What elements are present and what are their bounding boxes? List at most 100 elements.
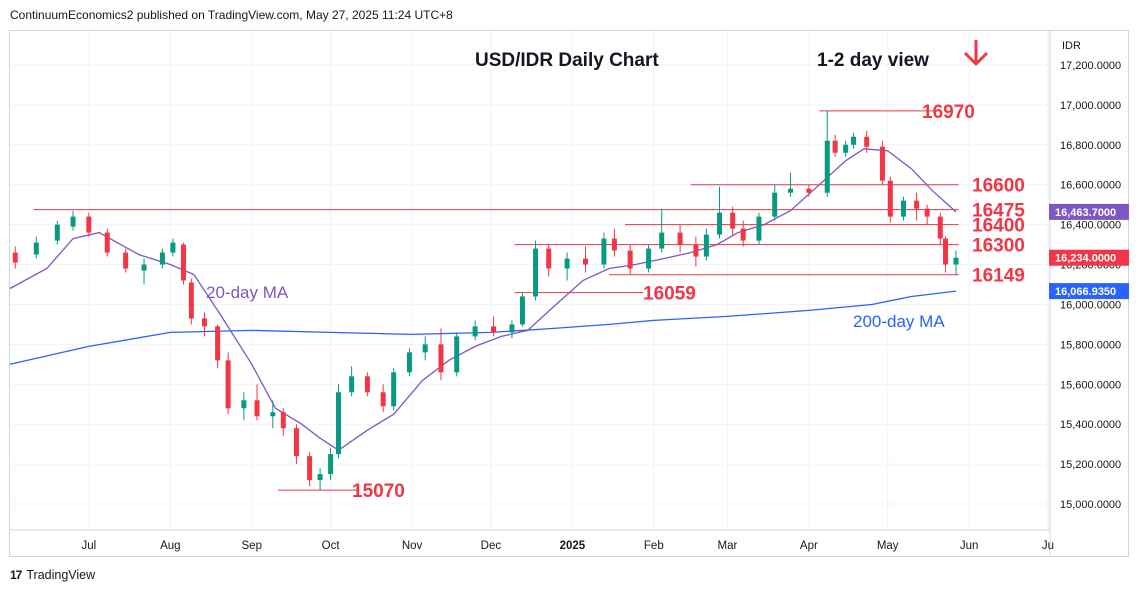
candle-body <box>307 456 313 481</box>
candle-body <box>924 208 930 217</box>
level-label-15070: 15070 <box>352 481 405 502</box>
level-label-16149: 16149 <box>972 266 1025 287</box>
candle-body <box>546 248 552 269</box>
candle-body <box>270 412 276 417</box>
y-tick-label: 15,800.0000 <box>1060 339 1121 351</box>
candle-body <box>472 326 478 337</box>
candle-body <box>491 326 497 333</box>
candle-body <box>787 188 793 193</box>
x-tick-label: Apr <box>800 540 818 552</box>
candle-body <box>509 324 515 333</box>
candle-body <box>943 238 949 265</box>
price-tag: 16,463.7000 <box>1049 203 1129 220</box>
candle-body <box>582 258 588 265</box>
x-tick-label: May <box>877 540 899 552</box>
candle-body <box>953 257 959 265</box>
y-tick-label: 16,000.0000 <box>1060 299 1121 311</box>
candle-body <box>627 250 633 269</box>
candle-body <box>241 400 247 409</box>
footer: 17 TradingView <box>10 568 95 582</box>
chart-title: USD/IDR Daily Chart <box>475 50 659 71</box>
candle-body <box>70 216 76 227</box>
price-tag-box <box>1049 203 1129 220</box>
candle-body <box>454 336 460 373</box>
x-tick-label: Jun <box>960 540 979 552</box>
level-label-16970: 16970 <box>922 102 975 123</box>
candle-body <box>254 400 260 417</box>
price-tag-label: 16,066.9350 <box>1055 286 1116 298</box>
y-tick-label: 17,200.0000 <box>1060 60 1121 72</box>
level-label-16600: 16600 <box>972 176 1025 197</box>
x-tick-label: 2025 <box>560 540 586 552</box>
ma200-line <box>9 290 957 365</box>
tradingview-logo-icon: 17 <box>10 568 22 582</box>
candle-body <box>406 352 412 373</box>
candle-body <box>900 200 906 217</box>
x-tick-label: Sep <box>242 540 262 552</box>
annotation-200-day-ma: 200-day MA <box>853 312 945 331</box>
candle-body <box>533 248 539 297</box>
candle-body <box>843 144 849 153</box>
candle-body <box>519 296 525 325</box>
y-tick-label: 17,000.0000 <box>1060 100 1121 112</box>
footer-brand: TradingView <box>26 568 96 582</box>
level-label-16300: 16300 <box>972 236 1025 257</box>
candle-body <box>225 360 231 409</box>
candle-body <box>851 136 857 145</box>
candle-body <box>717 212 723 235</box>
candle-body <box>33 242 39 255</box>
candle-body <box>188 282 194 319</box>
y-tick-label: 16,800.0000 <box>1060 140 1121 152</box>
level-label-16400: 16400 <box>972 216 1025 237</box>
y-tick-label: 15,200.0000 <box>1060 459 1121 471</box>
ma20-line <box>9 148 957 451</box>
x-tick-label: Mar <box>717 540 737 552</box>
candle-body <box>756 216 762 241</box>
candle-body <box>646 248 652 269</box>
candle-body <box>564 258 570 269</box>
price-tag-label: 16,234.0000 <box>1055 253 1116 265</box>
candle-body <box>824 140 830 193</box>
candle-body <box>914 200 920 209</box>
level-label-16475: 16475 <box>972 201 1025 222</box>
candle-body <box>772 192 778 217</box>
candle-body <box>317 474 323 481</box>
chart-subtitle: 1-2 day view <box>817 50 929 71</box>
candle-body <box>703 234 709 257</box>
candle-body <box>180 244 186 281</box>
candle-body <box>380 392 386 407</box>
candle-body <box>422 344 428 353</box>
x-tick-label: Feb <box>644 540 664 552</box>
candle-body <box>328 454 334 475</box>
candle-body <box>54 224 60 241</box>
candle-body <box>887 180 893 217</box>
candle-body <box>879 146 885 181</box>
candle-body <box>364 376 370 393</box>
x-tick-label: Dec <box>481 540 502 552</box>
candle-body <box>677 232 683 245</box>
y-tick-label: 16,600.0000 <box>1060 180 1121 192</box>
x-tick-label: Aug <box>160 540 180 552</box>
annotation-20-day-ma: 20-day MA <box>206 283 289 302</box>
candle-body <box>141 264 147 271</box>
candle-body <box>335 392 341 455</box>
candle-body <box>293 428 299 457</box>
y-tick-label: 15,000.0000 <box>1060 499 1121 511</box>
candle-body <box>349 376 355 393</box>
candle-body <box>937 216 943 239</box>
publisher-header: ContinuumEconomics2 published on Trading… <box>10 8 453 22</box>
candle-body <box>740 228 746 241</box>
x-tick-label: Oct <box>322 540 341 552</box>
price-tag-label: 16,463.7000 <box>1055 207 1116 219</box>
level-label-16059: 16059 <box>643 284 696 305</box>
candle-body <box>170 242 176 253</box>
currency-label: IDR <box>1062 40 1081 52</box>
candle-body <box>86 216 92 233</box>
candle-body <box>611 238 617 251</box>
y-tick-label: 16,400.0000 <box>1060 220 1121 232</box>
candle-body <box>438 344 444 373</box>
candle-body <box>104 232 110 253</box>
candle-body <box>159 252 165 265</box>
x-tick-label: Ju <box>1042 540 1054 552</box>
